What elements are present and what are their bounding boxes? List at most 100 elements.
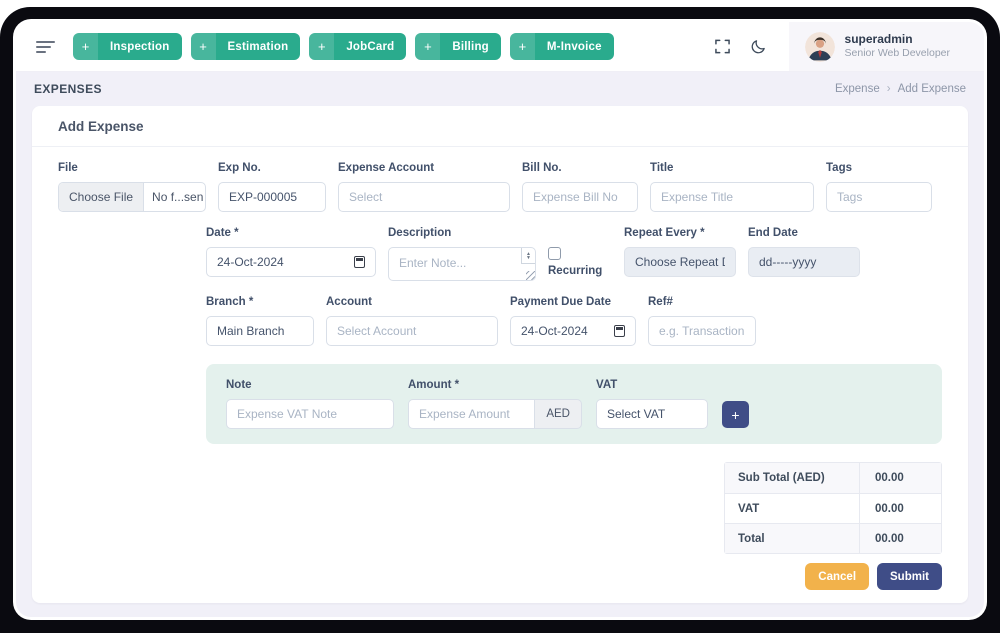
description-field: Description Enter Note... ▲ ▼ — [388, 226, 536, 281]
date-label: Date * — [206, 227, 239, 239]
vat-field: VAT Select VAT — [596, 378, 708, 429]
recurring-field: Recurring — [548, 226, 612, 281]
m-invoice-button[interactable]: + M-Invoice — [509, 33, 614, 60]
date-field: Date * 24-Oct-2024 — [206, 226, 376, 281]
user-menu[interactable]: superadmin Senior Web Developer — [788, 22, 984, 71]
file-label: File — [58, 162, 78, 174]
payment-due-date-field: Payment Due Date 24-Oct-2024 — [510, 295, 636, 346]
page-header: EXPENSES Expense › Add Expense — [16, 72, 984, 106]
amount-label: Amount * — [408, 379, 460, 391]
estimation-button[interactable]: + Estimation — [190, 33, 301, 60]
recurring-label: Recurring — [548, 265, 603, 277]
add-expense-card: Add Expense File Choose File No f...sen — [32, 106, 968, 603]
payment-due-date-label: Payment Due Date — [510, 296, 611, 308]
jobcard-button[interactable]: + JobCard — [309, 33, 407, 60]
user-name: superadmin — [844, 32, 913, 47]
title-field: Title — [650, 161, 814, 212]
breadcrumb-separator: › — [886, 83, 891, 95]
bill-no-input[interactable] — [522, 182, 638, 212]
plus-icon: + — [509, 33, 535, 60]
form-row-3: Branch * Main Branch Account Select Acco… — [206, 295, 942, 346]
exp-no-field: Exp No. — [218, 161, 326, 212]
vat-row-section: Note Amount * AED VAT — [206, 364, 942, 444]
currency-addon: AED — [535, 399, 582, 429]
branch-label: Branch * — [206, 296, 254, 308]
vat-total-value: 00.00 — [859, 494, 941, 523]
ref-field: Ref# — [648, 295, 756, 346]
expense-account-field: Expense Account Select — [338, 161, 510, 212]
vat-total-row: VAT 00.00 — [725, 493, 941, 523]
amount-input[interactable] — [408, 399, 536, 429]
tags-label: Tags — [826, 162, 852, 174]
user-role: Senior Web Developer — [844, 47, 950, 60]
bill-no-label: Bill No. — [522, 162, 562, 174]
spinner-icon[interactable]: ▲ ▼ — [521, 248, 535, 264]
ref-label: Ref# — [648, 296, 673, 308]
subtotal-value: 00.00 — [859, 463, 941, 493]
cancel-button[interactable]: Cancel — [805, 563, 870, 590]
resize-handle-icon[interactable] — [526, 271, 535, 280]
bill-no-field: Bill No. — [522, 161, 638, 212]
exp-no-input[interactable] — [218, 182, 326, 212]
app-window: + Inspection + Estimation + JobCard + Bi… — [13, 19, 987, 620]
vat-select[interactable]: Select VAT — [596, 399, 708, 429]
breadcrumb: Expense › Add Expense — [835, 83, 966, 95]
calendar-icon[interactable] — [354, 256, 365, 268]
add-row-button[interactable]: + — [722, 401, 749, 428]
vat-total-label: VAT — [738, 502, 760, 515]
hamburger-menu-icon[interactable] — [36, 40, 55, 53]
file-input[interactable]: Choose File No f...sen — [58, 182, 206, 212]
total-value: 00.00 — [859, 524, 941, 553]
total-label: Total — [738, 532, 765, 545]
add-expense-form: File Choose File No f...sen Exp No. Expe… — [32, 147, 968, 603]
totals-table: Sub Total (AED) 00.00 VAT 00.00 Total 00… — [724, 462, 942, 554]
breadcrumb-add-expense: Add Expense — [897, 83, 966, 95]
plus-icon: + — [73, 33, 98, 60]
note-label: Note — [226, 379, 252, 391]
ref-input[interactable] — [648, 316, 756, 346]
inspection-button[interactable]: + Inspection — [73, 33, 182, 60]
page-title: EXPENSES — [34, 82, 102, 96]
app-background: + Inspection + Estimation + JobCard + Bi… — [16, 22, 984, 617]
expense-account-select[interactable]: Select — [338, 182, 510, 212]
amount-field: Amount * AED — [408, 378, 582, 429]
repeat-every-field: Repeat Every * Choose Repeat Duration — [624, 226, 736, 281]
plus-icon: + — [309, 33, 335, 60]
title-input[interactable] — [650, 182, 814, 212]
card-title: Add Expense — [32, 106, 968, 147]
form-row-2: Date * 24-Oct-2024 Description Enter Not… — [206, 226, 942, 281]
note-field: Note — [226, 378, 394, 429]
breadcrumb-expense[interactable]: Expense — [834, 83, 880, 95]
calendar-icon[interactable] — [614, 325, 625, 337]
billing-button[interactable]: + Billing — [415, 33, 501, 60]
subtotal-label: Sub Total (AED) — [738, 472, 825, 484]
date-input[interactable]: 24-Oct-2024 — [206, 247, 376, 277]
repeat-every-select[interactable]: Choose Repeat Duration — [624, 247, 736, 277]
top-navbar: + Inspection + Estimation + JobCard + Bi… — [16, 22, 984, 72]
fullscreen-icon[interactable] — [709, 33, 737, 61]
end-date-input[interactable]: dd-----yyyy — [748, 247, 860, 277]
branch-select[interactable]: Main Branch — [206, 316, 314, 346]
quick-create-buttons: + Inspection + Estimation + JobCard + Bi… — [73, 33, 614, 60]
description-textarea[interactable]: Enter Note... ▲ ▼ — [388, 247, 536, 281]
device-frame: + Inspection + Estimation + JobCard + Bi… — [0, 7, 1000, 633]
expense-account-label: Expense Account — [338, 162, 435, 174]
avatar — [804, 31, 835, 62]
tags-input[interactable] — [826, 182, 932, 212]
vat-label: VAT — [596, 379, 618, 391]
description-label: Description — [388, 227, 452, 239]
choose-file-button[interactable]: Choose File — [59, 183, 145, 211]
submit-button[interactable]: Submit — [877, 563, 942, 590]
account-select[interactable]: Select Account — [326, 316, 498, 346]
payment-due-date-input[interactable]: 24-Oct-2024 — [510, 316, 636, 346]
repeat-every-label: Repeat Every * — [624, 227, 705, 239]
form-actions: Cancel Submit — [58, 563, 942, 590]
end-date-label: End Date — [748, 227, 798, 239]
exp-no-label: Exp No. — [218, 162, 261, 174]
account-field: Account Select Account — [326, 295, 498, 346]
note-input[interactable] — [226, 399, 394, 429]
recurring-checkbox[interactable] — [548, 247, 561, 260]
dark-mode-moon-icon[interactable] — [745, 33, 773, 61]
end-date-field: End Date dd-----yyyy — [748, 226, 860, 281]
file-status: No f...sen — [152, 190, 204, 204]
